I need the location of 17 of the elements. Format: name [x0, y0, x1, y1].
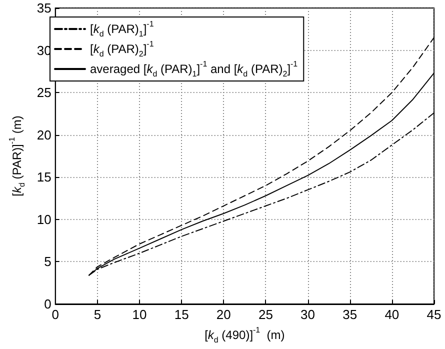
y-tick-label: 35 [36, 0, 52, 16]
x-tick-label: 15 [174, 307, 189, 322]
x-tick-label: 45 [426, 307, 442, 322]
y-tick-label: 0 [44, 296, 52, 312]
y-tick-label: 25 [36, 85, 52, 100]
x-tick-label: 5 [94, 307, 102, 322]
y-tick-label: 20 [36, 127, 52, 142]
x-tick-label: 20 [216, 307, 231, 322]
x-tick-label: 40 [384, 307, 400, 322]
x-tick-label: 10 [132, 307, 147, 322]
y-tick-label: 15 [36, 170, 52, 185]
y-tick-label: 5 [44, 254, 52, 270]
y-tick-label: 10 [36, 212, 52, 227]
x-tick-label: 35 [342, 307, 358, 322]
x-tick-label: 25 [258, 307, 273, 322]
x-tick-label: 30 [300, 307, 316, 322]
y-axis-title: [kd (PAR)]-1 (m) [8, 116, 26, 196]
